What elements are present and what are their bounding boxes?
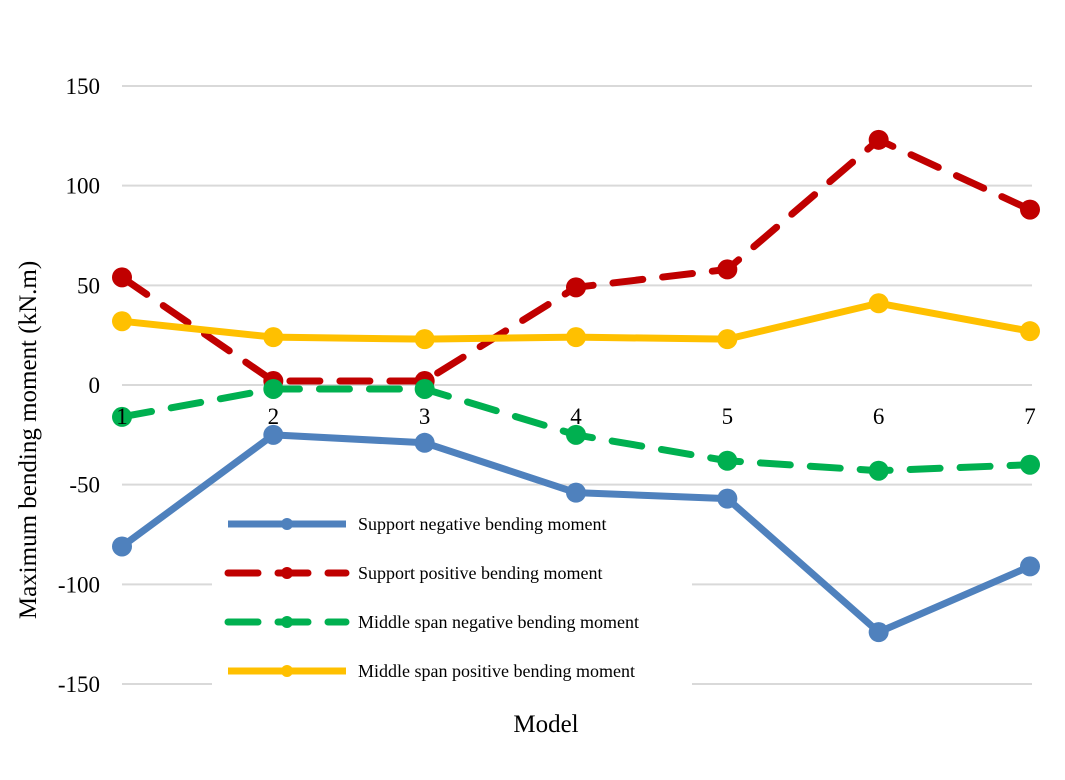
series-lines: [112, 129, 1040, 643]
data-point: [868, 460, 889, 481]
data-point: [868, 129, 889, 150]
legend-background: [212, 504, 692, 696]
y-tick-label: 50: [77, 273, 100, 298]
data-point: [1020, 556, 1040, 577]
x-tick-label: 2: [268, 404, 280, 429]
data-point: [566, 482, 586, 503]
data-point: [112, 406, 132, 427]
data-point: [717, 450, 738, 471]
data-point: [717, 488, 738, 509]
data-point: [263, 327, 284, 348]
data-point: [868, 293, 889, 314]
data-point: [566, 424, 586, 445]
series-1: [112, 424, 1040, 643]
x-tick-label: 6: [873, 404, 885, 429]
data-point: [414, 329, 435, 350]
x-tick-label: 3: [419, 404, 431, 429]
legend: Support negative bending moment Support p…: [212, 504, 692, 696]
data-point: [1020, 321, 1040, 342]
x-tick-label: 5: [722, 404, 734, 429]
y-tick-label: 150: [66, 74, 101, 99]
legend-item: Middle span positive bending moment: [228, 661, 635, 681]
data-point: [112, 311, 132, 332]
y-tick-label: -150: [58, 672, 100, 697]
series-2: [112, 129, 1040, 392]
series-4: [112, 293, 1040, 350]
data-point: [1020, 199, 1040, 220]
legend-label: Support positive bending moment: [358, 563, 603, 583]
legend-item: Middle span negative bending moment: [224, 612, 639, 632]
y-axis-ticks: 150 100 50 0 -50 -100 -150: [58, 74, 100, 697]
x-tick-label: 1: [116, 404, 128, 429]
data-point: [1020, 454, 1040, 475]
data-point: [414, 378, 435, 399]
y-tick-label: 0: [89, 373, 101, 398]
legend-item: Support positive bending moment: [224, 563, 603, 583]
data-point: [566, 277, 586, 298]
x-tick-label: 4: [570, 404, 582, 429]
y-tick-label: -100: [58, 572, 100, 597]
data-point: [112, 536, 132, 557]
data-point: [414, 432, 435, 453]
y-tick-label: -50: [69, 473, 100, 498]
legend-marker: [281, 567, 293, 579]
legend-label: Middle span negative bending moment: [358, 612, 639, 632]
legend-marker: [281, 518, 293, 530]
data-point: [868, 622, 889, 643]
legend-marker: [281, 665, 293, 677]
data-point: [717, 329, 738, 350]
x-tick-label: 7: [1024, 404, 1036, 429]
series-3: [112, 378, 1040, 481]
data-point: [263, 378, 284, 399]
legend-marker: [281, 616, 293, 628]
data-point: [566, 327, 586, 348]
x-axis-ticks: 1 2 3 4 5 6 7: [116, 404, 1036, 429]
data-point: [717, 259, 738, 280]
x-axis-label: Model: [513, 711, 578, 738]
legend-label: Middle span positive bending moment: [358, 661, 635, 681]
legend-item: Support negative bending moment: [228, 514, 606, 534]
legend-label: Support negative bending moment: [358, 514, 606, 534]
y-tick-label: 100: [66, 174, 101, 199]
data-point: [112, 267, 132, 288]
data-point: [263, 424, 284, 445]
y-axis-label: Maximum bending moment (kN.m): [15, 261, 42, 619]
